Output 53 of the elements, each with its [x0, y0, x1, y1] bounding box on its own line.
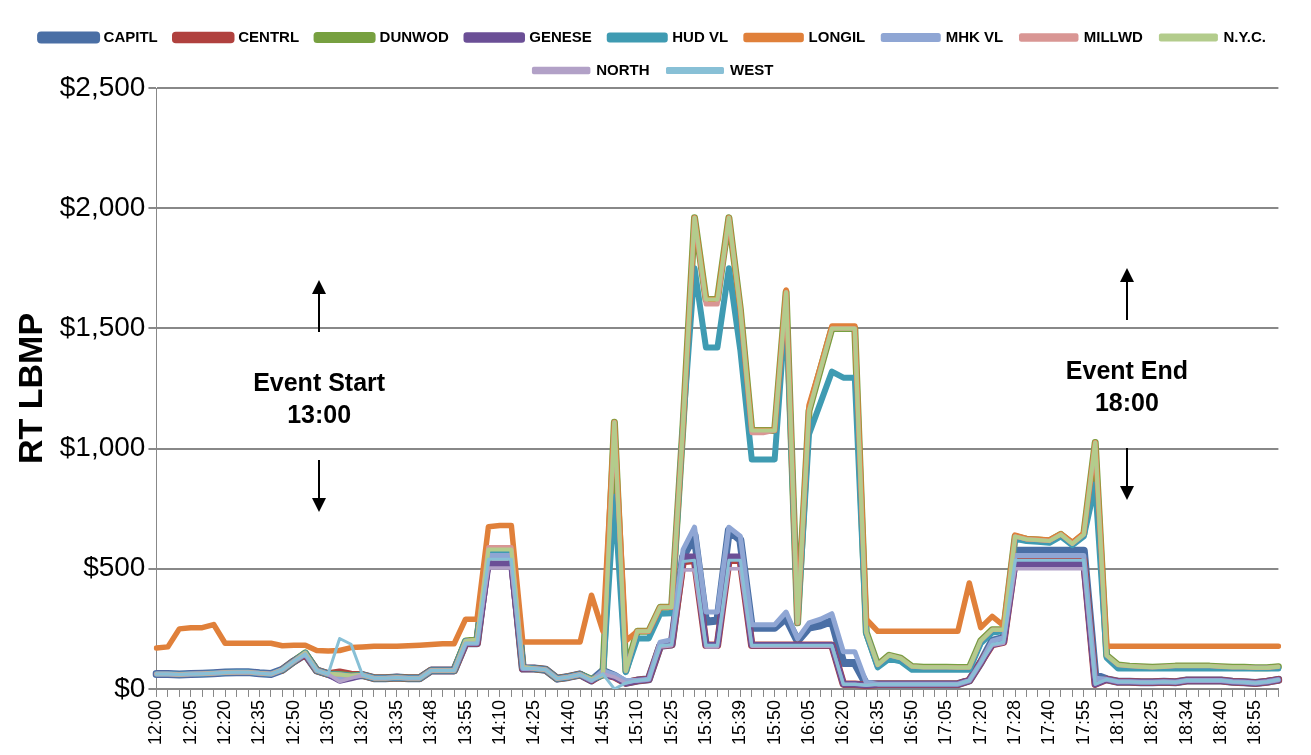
legend-label: LONGIL	[808, 27, 866, 45]
y-tick-label: $2,000	[59, 190, 146, 222]
x-tick-label: 13:48	[420, 699, 441, 745]
y-tick-label: $2,500	[59, 70, 146, 102]
x-tick-label: 15:50	[763, 699, 784, 745]
x-tick-label: 12:50	[282, 699, 303, 745]
x-tick-label: 16:20	[832, 699, 853, 745]
y-axis-title: RT LBMP	[10, 312, 49, 465]
x-tick-label: 14:55	[591, 699, 612, 745]
x-tick-label: 16:50	[901, 699, 922, 745]
annotation: Event End 18:00	[1065, 356, 1189, 417]
x-tick-label: 12:35	[248, 699, 269, 745]
x-tick-label: 16:05	[797, 699, 818, 745]
legend-label: HUD VL	[672, 27, 729, 45]
x-tick-label: 13:55	[454, 699, 475, 745]
x-tick-label: 17:05	[935, 699, 956, 745]
legend-label: DUNWOD	[379, 27, 449, 45]
y-tick-label: $1,000	[59, 431, 146, 463]
legend-label: WEST	[730, 60, 774, 78]
x-tick-label: 18:34	[1175, 699, 1196, 745]
y-tick-label: $0	[114, 671, 146, 703]
y-tick-label: $1,500	[59, 311, 146, 343]
x-tick-label: 15:10	[626, 699, 647, 745]
x-tick-label: 12:05	[179, 699, 200, 745]
x-tick-label: 14:10	[488, 699, 509, 745]
x-tick-label: 13:05	[317, 699, 338, 745]
legend-label: MILLWD	[1083, 27, 1144, 45]
x-tick-label: 18:55	[1244, 699, 1265, 745]
x-tick-label: 14:40	[557, 699, 578, 745]
legend-label: GENESE	[529, 27, 592, 45]
legend-label: MHK VL	[945, 27, 1004, 45]
x-tick-label: 14:25	[523, 699, 544, 745]
x-tick-label: 17:20	[969, 699, 990, 745]
y-tick-label: $500	[83, 551, 146, 583]
legend-label: NORTH	[596, 60, 650, 78]
legend-label: CENTRL	[238, 27, 300, 45]
legend-label: N.Y.C.	[1223, 27, 1266, 45]
x-tick-label: 13:35	[385, 699, 406, 745]
x-tick-label: 13:20	[351, 699, 372, 745]
x-tick-label: 12:20	[214, 699, 235, 745]
x-tick-label: 17:55	[1072, 699, 1093, 745]
x-tick-label: 18:10	[1107, 699, 1128, 745]
x-tick-label: 15:30	[694, 699, 715, 745]
x-tick-label: 18:40	[1210, 699, 1231, 745]
x-tick-label: 16:35	[866, 699, 887, 745]
x-tick-label: 15:25	[660, 699, 681, 745]
x-tick-label: 17:40	[1038, 699, 1059, 745]
x-tick-label: 18:25	[1141, 699, 1162, 745]
x-tick-label: 17:28	[1004, 699, 1025, 745]
x-tick-label: 12:00	[145, 699, 166, 745]
x-tick-label: 15:39	[729, 699, 750, 745]
annotation: Event Start 13:00	[253, 368, 386, 429]
legend-label: CAPITL	[103, 27, 158, 45]
